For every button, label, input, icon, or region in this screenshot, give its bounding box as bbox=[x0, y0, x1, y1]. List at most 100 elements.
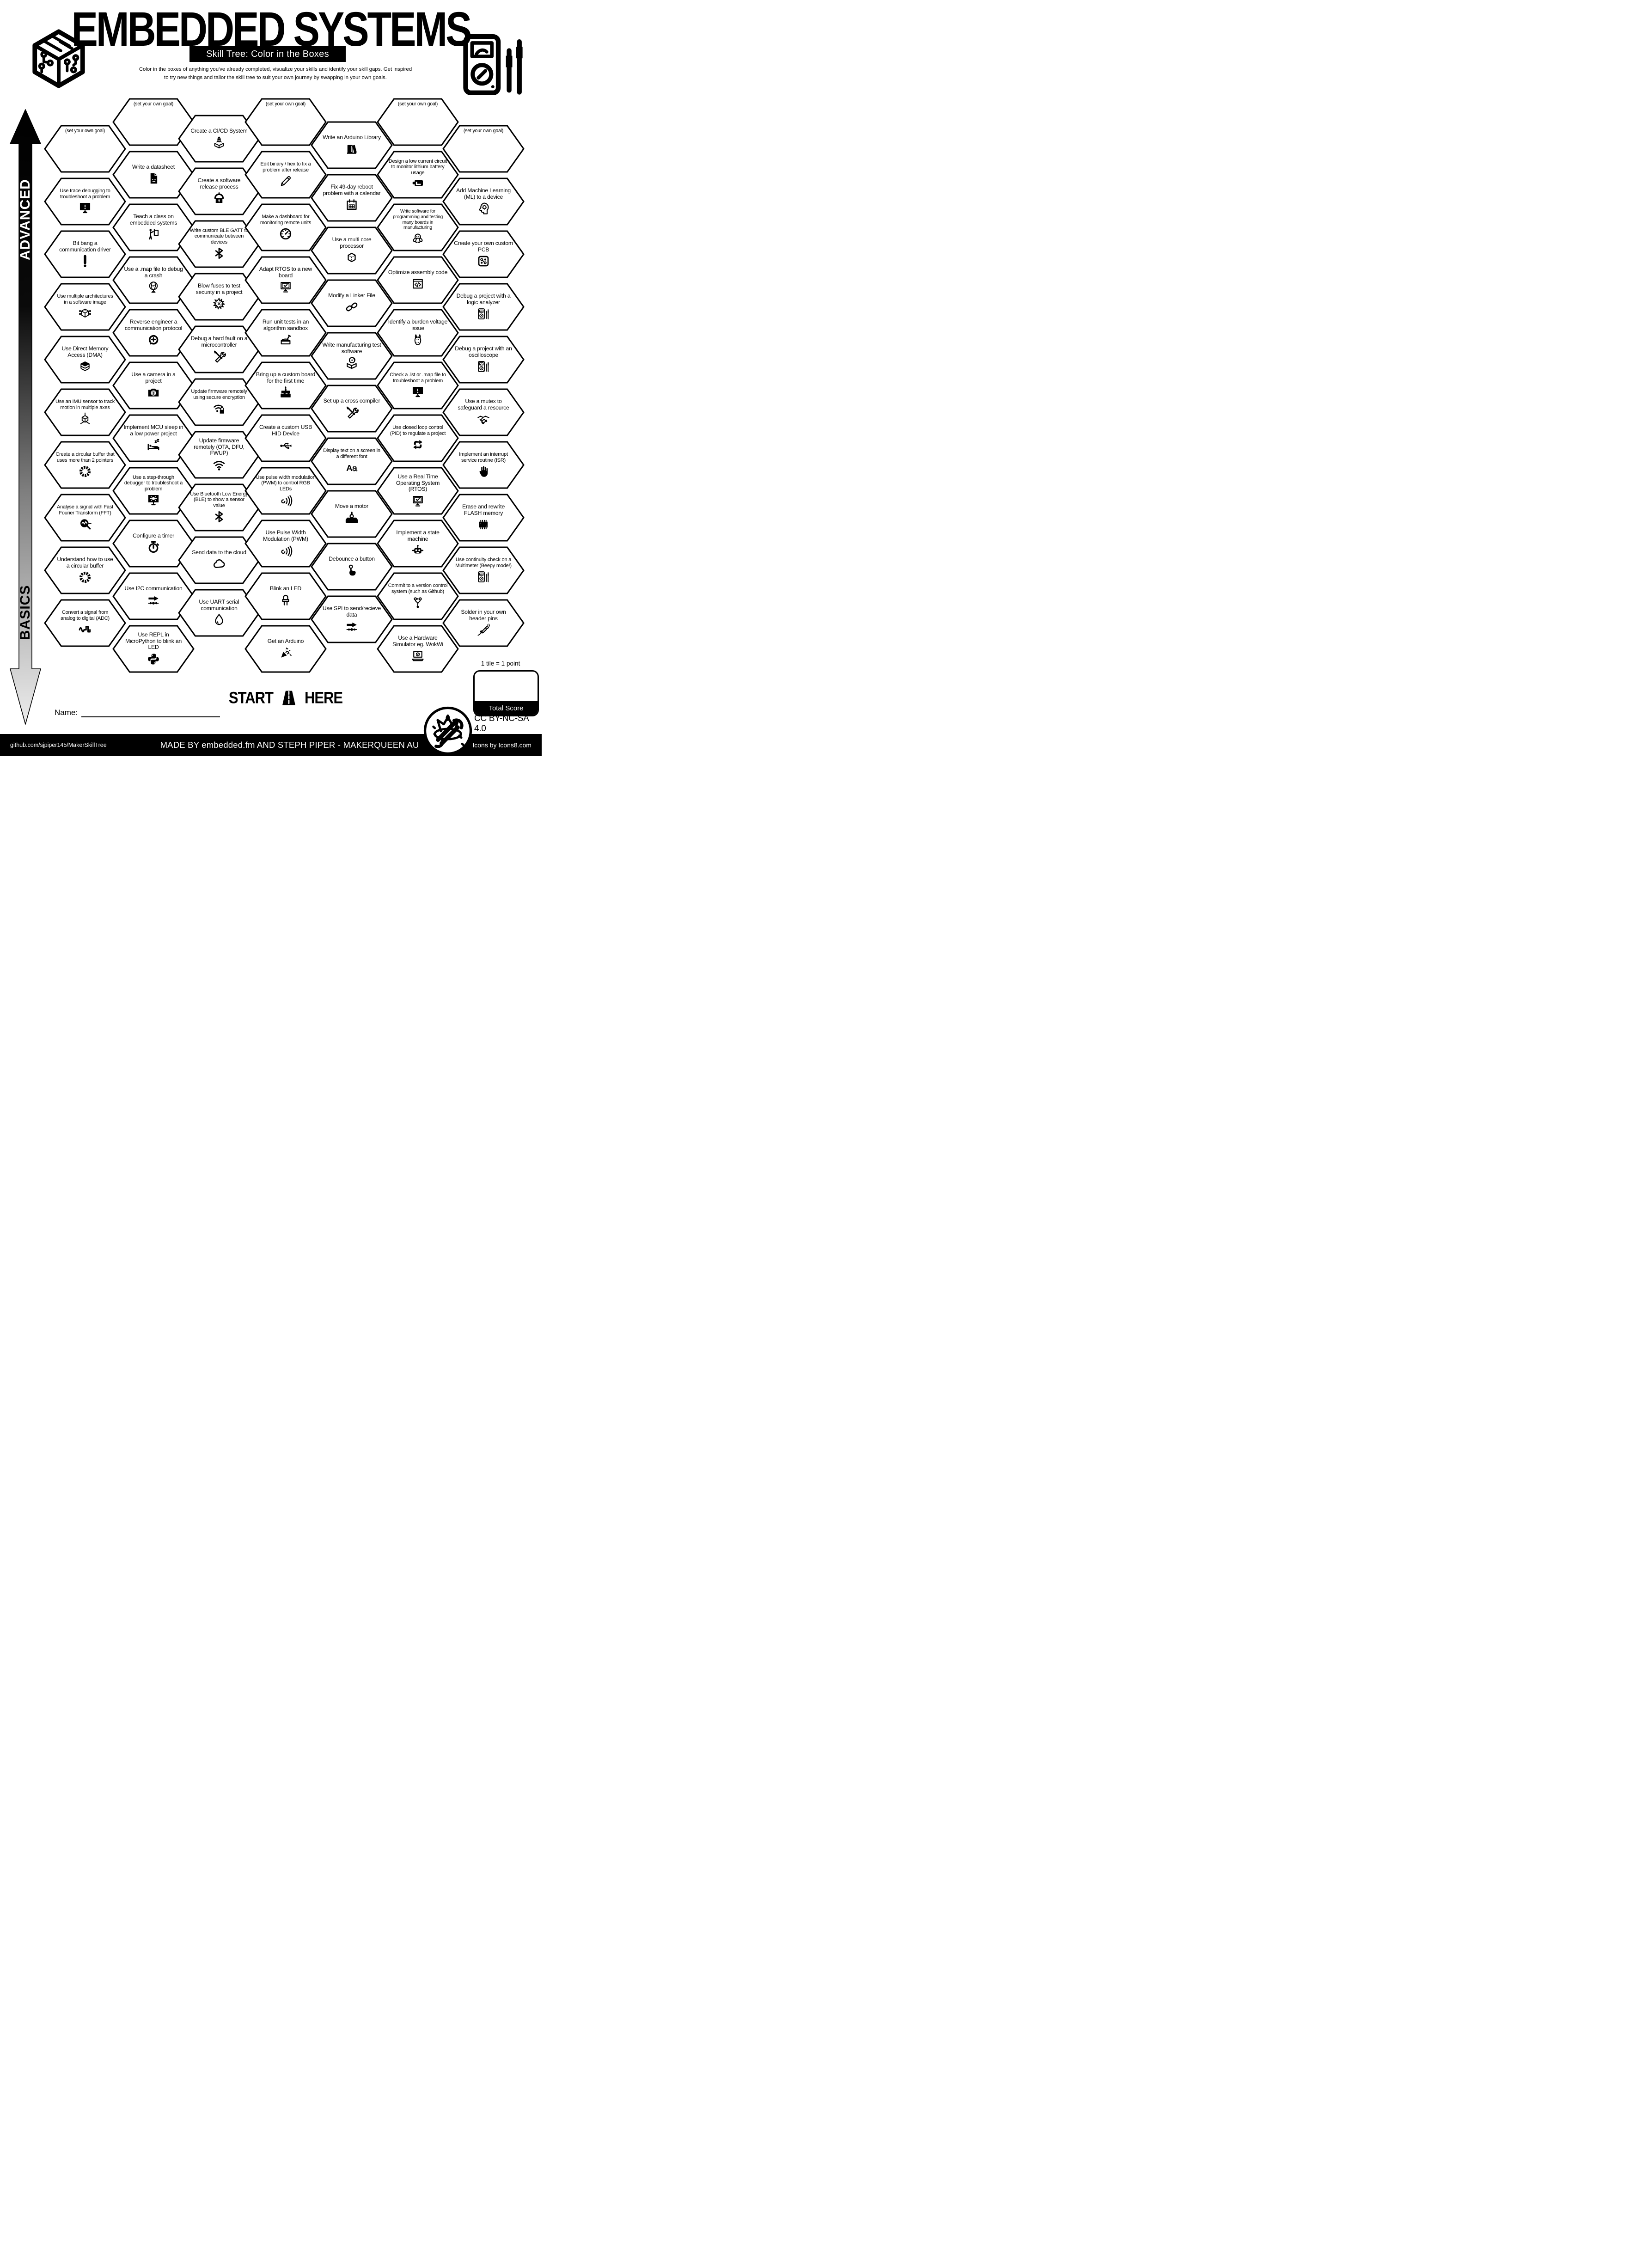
skill-hex[interactable]: Add Machine Learning (ML) to a device bbox=[442, 177, 525, 226]
skill-label: Modify a Linker File bbox=[328, 292, 375, 299]
goal-hex[interactable]: (set your own goal) bbox=[442, 125, 525, 173]
skill-label: Use closed loop control (PID) to regulat… bbox=[390, 425, 446, 436]
skill-hex[interactable]: Create a CI/CD System bbox=[178, 115, 260, 163]
skill-hex[interactable]: Use SPI to send/recieve data bbox=[311, 595, 393, 643]
camera-icon bbox=[147, 385, 160, 399]
skill-hex[interactable]: Identify a burden voltage issue bbox=[377, 309, 459, 357]
total-score-box[interactable]: Total Score bbox=[473, 670, 539, 716]
skill-hex[interactable]: Debug a hard fault on a microcontroller bbox=[178, 325, 260, 373]
goal-hex[interactable]: (set your own goal) bbox=[377, 98, 459, 146]
hex-content: Write a datasheet bbox=[112, 151, 195, 199]
skill-hex[interactable]: Use a step-through debugger to troublesh… bbox=[112, 467, 195, 515]
hex-outline bbox=[44, 599, 126, 647]
skill-hex[interactable]: Analyse a signal with Fast Fourier Trans… bbox=[44, 494, 126, 542]
skill-label: Convert a signal from analog to digital … bbox=[60, 610, 110, 621]
skill-hex[interactable]: Set up a cross compiler bbox=[311, 385, 393, 433]
skill-hex[interactable]: Debug a project with an oscilloscope bbox=[442, 336, 525, 384]
tap-icon bbox=[345, 563, 359, 577]
skill-hex[interactable]: Write a datasheet bbox=[112, 151, 195, 199]
skill-hex[interactable]: Check a .lst or .map file to troubleshoo… bbox=[377, 361, 459, 410]
skill-hex[interactable]: Write an Arduino Library bbox=[311, 121, 393, 169]
skill-hex[interactable]: Write software for programming and testi… bbox=[377, 203, 459, 251]
skill-hex[interactable]: Use REPL in MicroPython to blink an LED bbox=[112, 625, 195, 673]
wifi-icon bbox=[212, 458, 226, 472]
skill-hex[interactable]: Use a Real Time Operating System (RTOS) bbox=[377, 467, 459, 515]
hex-content: Send data to the cloud bbox=[178, 536, 260, 584]
skill-label: Implement an interrupt service routine (… bbox=[459, 452, 508, 463]
skill-hex[interactable]: Create a custom USB HID Device bbox=[244, 414, 327, 462]
skill-hex[interactable]: Use Direct Memory Access (DMA) bbox=[44, 336, 126, 384]
skill-hex[interactable]: Adapt RTOS to a new board bbox=[244, 256, 327, 304]
skill-hex[interactable]: Use multiple architectures in a software… bbox=[44, 283, 126, 331]
skill-hex[interactable]: Write custom BLE GATT to communicate bet… bbox=[178, 220, 260, 268]
goal-hex[interactable]: (set your own goal) bbox=[44, 125, 126, 173]
skill-label: Use continuity check on a Multimeter (Be… bbox=[455, 557, 512, 569]
skill-hex[interactable]: Design a low current circuit to monitor … bbox=[377, 151, 459, 199]
hand-icon bbox=[477, 465, 490, 478]
skill-hex[interactable]: Get an Arduino bbox=[244, 625, 327, 673]
teach-icon bbox=[147, 227, 160, 241]
skill-hex[interactable]: Move a motor bbox=[311, 490, 393, 538]
skill-hex[interactable]: Use UART serial communication bbox=[178, 589, 260, 637]
skill-hex[interactable]: Modify a Linker File bbox=[311, 279, 393, 327]
skill-hex[interactable]: Use trace debugging to troubleshoot a pr… bbox=[44, 177, 126, 226]
skill-hex[interactable]: Edit binary / hex to fix a problem after… bbox=[244, 151, 327, 199]
skill-hex[interactable]: Teach a class on embedded systems bbox=[112, 203, 195, 251]
skill-hex[interactable]: Understand how to use a circular buffer bbox=[44, 546, 126, 594]
skill-hex[interactable]: Debounce a button bbox=[311, 543, 393, 591]
skill-label: Use a Hardware Simulator eg. WokWi bbox=[392, 634, 443, 648]
skill-hex[interactable]: Implement a state machine bbox=[377, 520, 459, 568]
skill-label: Use Bluetooth Low Energy (BLE) to show a… bbox=[190, 491, 248, 508]
skill-hex[interactable]: Bit bang a communication driver bbox=[44, 230, 126, 278]
skill-hex[interactable]: Reverse engineer a communication protoco… bbox=[112, 309, 195, 357]
skill-hex[interactable]: Use pulse width modulation (PWM) to cont… bbox=[244, 467, 327, 515]
skill-label: Use trace debugging to troubleshoot a pr… bbox=[60, 188, 110, 200]
skill-hex[interactable]: Implement an interrupt service routine (… bbox=[442, 441, 525, 489]
skill-hex[interactable]: Fix 49-day reboot problem with a calenda… bbox=[311, 174, 393, 222]
skill-hex[interactable]: Blink an LED bbox=[244, 572, 327, 620]
pwm-icon bbox=[279, 544, 293, 557]
skill-hex[interactable]: Commit to a version control system (such… bbox=[377, 572, 459, 620]
skill-label: Debug a hard fault on a microcontroller bbox=[190, 335, 248, 348]
skill-hex[interactable]: Display text on a screen in a different … bbox=[311, 437, 393, 485]
chip-icon bbox=[477, 518, 490, 532]
skill-label: Use a multi core processor bbox=[332, 236, 372, 249]
skill-hex[interactable]: Use a multi core processor bbox=[311, 226, 393, 275]
skill-hex[interactable]: Make a dashboard for monitoring remote u… bbox=[244, 203, 327, 251]
hex-outline bbox=[44, 388, 126, 436]
skill-hex[interactable]: Update firmware remotely using secure en… bbox=[178, 378, 260, 426]
footer-icons-credit: Icons by Icons8.com bbox=[472, 741, 531, 749]
skill-hex[interactable]: Use continuity check on a Multimeter (Be… bbox=[442, 546, 525, 594]
skill-hex[interactable]: Create a circular buffer that uses more … bbox=[44, 441, 126, 489]
skill-label: Create a custom USB HID Device bbox=[259, 423, 312, 437]
hex-content: Update firmware remotely using secure en… bbox=[178, 378, 260, 426]
skill-hex[interactable]: Solder in your own header pins bbox=[442, 599, 525, 647]
skill-hex[interactable]: Write manufacturing test software bbox=[311, 332, 393, 380]
footer-credits: MADE BY embedded.fm AND STEPH PIPER - MA… bbox=[160, 740, 419, 750]
skill-hex[interactable]: Use closed loop control (PID) to regulat… bbox=[377, 414, 459, 462]
skill-label: Use a mutex to safeguard a resource bbox=[458, 397, 509, 411]
skill-hex[interactable]: Optimize assembly code bbox=[377, 256, 459, 304]
goal-hex[interactable]: (set your own goal) bbox=[244, 98, 327, 146]
name-input-line[interactable] bbox=[81, 707, 220, 717]
skill-hex[interactable]: Use a mutex to safeguard a resource bbox=[442, 388, 525, 436]
skill-hex[interactable]: Debug a project with a logic analyzer bbox=[442, 283, 525, 331]
hex-content: Implement a state machine bbox=[377, 520, 459, 568]
skill-hex[interactable]: Use Pulse Width Modulation (PWM) bbox=[244, 520, 327, 568]
tile-point-note: 1 tile = 1 point bbox=[481, 660, 520, 667]
score-write-area[interactable] bbox=[475, 672, 538, 701]
skill-hex[interactable]: Use a Hardware Simulator eg. WokWi bbox=[377, 625, 459, 673]
gauge-icon bbox=[279, 227, 293, 241]
skill-hex[interactable]: Convert a signal from analog to digital … bbox=[44, 599, 126, 647]
cal-icon bbox=[345, 198, 359, 212]
skill-label: Understand how to use a circular buffer bbox=[57, 556, 113, 569]
skill-hex[interactable]: Erase and rewrite FLASH memory bbox=[442, 494, 525, 542]
hex-content: Modify a Linker File bbox=[311, 279, 393, 327]
total-score-label: Total Score bbox=[475, 701, 538, 715]
skill-hex[interactable]: Run unit tests in an algorithm sandbox bbox=[244, 309, 327, 357]
skill-hex[interactable]: Blow fuses to test security in a project bbox=[178, 273, 260, 321]
skill-hex[interactable]: Bring up a custom board for the first ti… bbox=[244, 361, 327, 410]
skill-hex[interactable]: Create your own custom PCB bbox=[442, 230, 525, 278]
skill-hex[interactable]: Use an IMU sensor to track motion in mul… bbox=[44, 388, 126, 436]
monitor-warn-icon bbox=[411, 385, 425, 399]
